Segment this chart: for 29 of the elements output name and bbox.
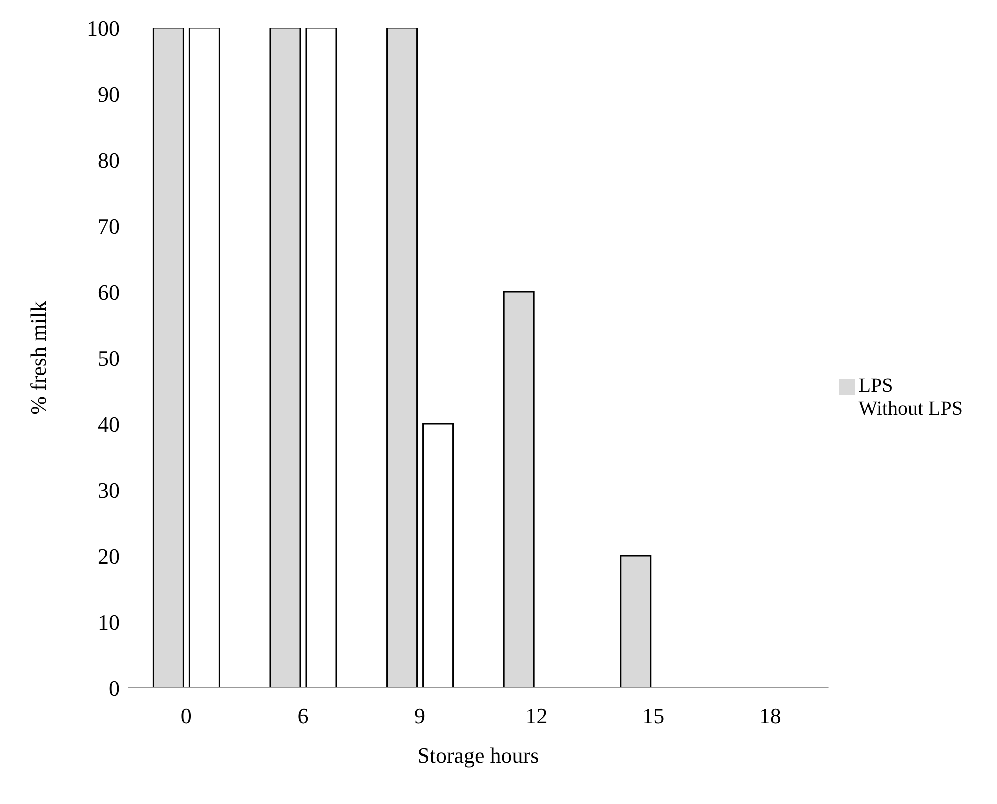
x-axis-title: Storage hours xyxy=(418,743,540,768)
bar xyxy=(620,555,652,688)
bar xyxy=(188,28,220,688)
x-tick-label: 12 xyxy=(526,704,548,729)
x-tick-label: 15 xyxy=(642,704,665,729)
y-tick-label: 20 xyxy=(98,544,120,569)
y-tick-label: 0 xyxy=(109,676,120,701)
bar xyxy=(422,423,454,688)
y-tick-label: 50 xyxy=(98,346,120,371)
y-tick-label: 70 xyxy=(98,214,120,239)
y-tick-label: 100 xyxy=(87,16,120,41)
text: Without LPS xyxy=(858,398,963,420)
bar xyxy=(270,28,302,688)
bar xyxy=(386,28,418,688)
x-tick-label: 18 xyxy=(759,704,782,729)
y-tick-label: 80 xyxy=(98,148,120,173)
x-tick-label: 0 xyxy=(180,704,192,729)
bar xyxy=(306,28,338,688)
y-tick-label: 40 xyxy=(98,412,120,437)
legend-label: LPS xyxy=(858,375,894,397)
y-tick-label: 30 xyxy=(98,478,120,503)
x-tick-label: 6 xyxy=(298,704,309,729)
y-tick-label: 60 xyxy=(98,280,120,305)
bar xyxy=(503,291,535,688)
y-tick-label: 10 xyxy=(98,610,120,635)
y-axis-title: % fresh milk xyxy=(26,301,51,415)
y-tick-label: 90 xyxy=(98,82,120,107)
x-tick-label: 9 xyxy=(414,704,426,729)
bar xyxy=(152,28,184,688)
